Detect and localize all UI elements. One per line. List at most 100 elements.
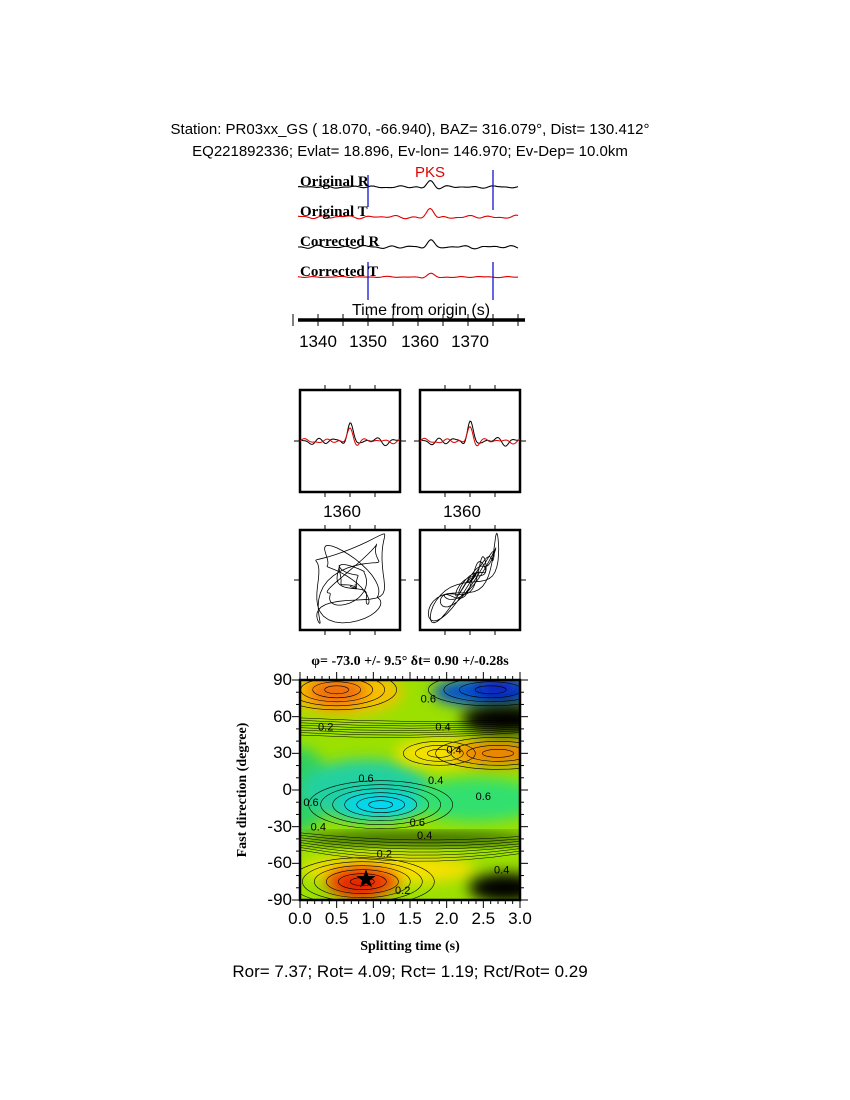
contour-label: 0.4 — [311, 822, 326, 834]
contour-line — [300, 847, 520, 859]
contour-line — [300, 839, 520, 850]
trace-label-original-r: Original R — [300, 174, 369, 190]
y-tick-label: 30 — [273, 743, 292, 763]
contour-label: 0.6 — [421, 693, 436, 705]
contour-line — [314, 865, 411, 898]
particle-motion-curve — [315, 533, 386, 624]
contour-line — [312, 681, 361, 699]
contour-line — [332, 788, 429, 821]
contour-line — [308, 780, 453, 829]
particle-motion-right — [418, 528, 522, 632]
footer-stats: Ror= 7.37; Rot= 4.09; Rct= 1.19; Rct/Rot… — [232, 962, 588, 981]
contour-line — [300, 857, 435, 900]
trace-corrected-r — [298, 239, 519, 250]
contour-line — [427, 749, 452, 758]
contour-label: 0.6 — [476, 791, 491, 803]
contour-region — [307, 680, 366, 707]
x-tick-label: 1.5 — [398, 909, 422, 928]
contour-line — [300, 832, 520, 841]
contour-label: 0.2 — [318, 721, 333, 733]
trace-corrected-t — [297, 272, 519, 279]
trace-label-corrected-r: Corrected R — [300, 234, 380, 250]
contour-label: 0.6 — [358, 773, 373, 785]
contour-line — [435, 737, 520, 770]
x-tick-label: 0.5 — [324, 909, 349, 928]
x-tick-label: 2.0 — [434, 909, 459, 928]
contour-label: 0.6 — [410, 817, 425, 829]
contour-line — [403, 741, 476, 766]
contour-line — [326, 869, 399, 894]
window-tick-label-left: 1360 — [323, 502, 361, 521]
contour-line — [300, 849, 520, 862]
contour-line — [300, 680, 397, 711]
contour-map: 0.60.40.20.40.6 0.40.60.60.60.40.40.20.40… — [300, 680, 520, 900]
station-info: Station: PR03xx_GS ( 18.070, -66.940), B… — [170, 121, 650, 138]
contour-label: 0.4 — [494, 864, 509, 876]
contour-region — [410, 777, 520, 822]
contour-line — [300, 724, 520, 729]
x-tick-label: 2.5 — [471, 909, 496, 928]
contour-label: 0.6 — [303, 797, 318, 809]
trace-original-t — [297, 208, 519, 220]
contour-line — [466, 745, 520, 762]
x-tick-label: 1360 — [401, 332, 439, 351]
trace-label-original-t: Original T — [300, 204, 368, 220]
contour-line — [338, 873, 387, 890]
x-tick-label: 0.0 — [288, 909, 312, 928]
contour-line — [459, 681, 520, 699]
y-tick-label: -30 — [267, 816, 292, 836]
time-axis-label: Time from origin (s) — [352, 302, 491, 319]
contour-label: 0.2 — [395, 885, 410, 897]
contour-line — [300, 720, 520, 724]
window-trace — [419, 420, 521, 447]
y-tick-label: -90 — [267, 890, 292, 909]
x-tick-label: 3.0 — [508, 909, 532, 928]
contour-line — [300, 732, 520, 738]
contour-line — [300, 717, 520, 722]
contour-line — [368, 800, 393, 809]
contour-line — [300, 680, 385, 707]
contour-line — [300, 844, 520, 856]
contour-line — [302, 861, 423, 900]
y-tick-label: 90 — [273, 670, 292, 689]
contour-line — [474, 685, 507, 695]
x-tick-label: 1350 — [349, 332, 387, 351]
contour-region — [461, 704, 520, 734]
event-info: EQ221892336; Evlat= 18.896, Ev-lon= 146.… — [192, 143, 628, 160]
contour-line — [300, 837, 520, 847]
x-tick-label: 1370 — [451, 332, 489, 351]
window-panel-left — [298, 388, 402, 494]
contour-line — [300, 722, 520, 727]
y-tick-label: -60 — [267, 853, 292, 873]
particle-motion-left — [298, 528, 402, 632]
contour-line — [300, 726, 520, 731]
contour-region — [468, 873, 520, 900]
contour-label: 0.4 — [446, 745, 461, 757]
contour-label: 0.2 — [377, 849, 392, 861]
contour-line — [300, 834, 520, 844]
y-axis-label: Fast direction (degree) — [235, 722, 250, 858]
contour-line — [415, 745, 464, 762]
y-tick-label: 0 — [282, 780, 292, 799]
contour-line — [320, 784, 441, 825]
window-tick-label-right: 1360 — [443, 502, 481, 521]
contour-line — [443, 680, 520, 703]
contour-label: 0.4 — [435, 721, 450, 733]
x-tick-label: 1340 — [299, 332, 337, 351]
window-panel-right — [418, 388, 522, 494]
particle-motion-curve — [427, 532, 500, 624]
contour-line — [300, 728, 520, 734]
contour-line — [356, 796, 405, 813]
contour-region — [454, 741, 520, 766]
phase-label: PKS — [415, 164, 446, 181]
contour-region — [340, 793, 421, 816]
window-trace — [299, 427, 401, 446]
contour-line — [482, 749, 514, 758]
contour-line — [300, 730, 520, 736]
window-trace — [299, 422, 401, 447]
chart-title: φ= -73.0 +/- 9.5° δt= 0.90 +/-0.28s — [311, 654, 509, 669]
contour-line — [427, 680, 520, 707]
contour-label: 0.4 — [417, 830, 432, 842]
